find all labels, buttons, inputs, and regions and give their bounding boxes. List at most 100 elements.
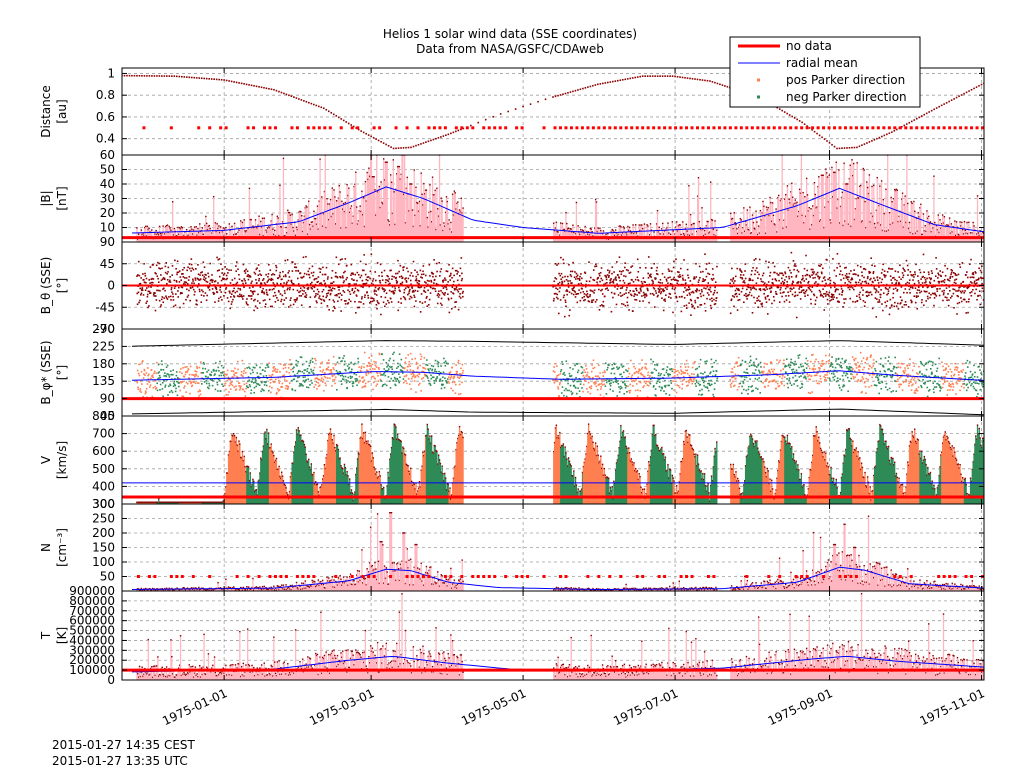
- data-point: [192, 278, 194, 281]
- data-point: [362, 303, 365, 305]
- data-point: [235, 265, 237, 267]
- data-point: [700, 304, 703, 306]
- data-point: [422, 142, 425, 144]
- data-point: [414, 289, 417, 292]
- data-point: [846, 183, 849, 185]
- data-point: [315, 104, 318, 107]
- data-point: [946, 224, 948, 226]
- data-point: [292, 288, 295, 291]
- data-point: [289, 286, 291, 289]
- data-point: [294, 299, 297, 301]
- data-point: [379, 280, 381, 282]
- data-point: [666, 288, 668, 290]
- data-point: [867, 282, 870, 285]
- data-point: [336, 276, 339, 279]
- data-point: [369, 302, 371, 304]
- data-point: [694, 301, 697, 304]
- data-point: [424, 291, 427, 293]
- data-point: [848, 177, 851, 180]
- data-point: [931, 292, 934, 295]
- data-point: [641, 227, 644, 230]
- data-point: [238, 273, 240, 276]
- data-point: [898, 276, 901, 278]
- data-point: [778, 279, 780, 282]
- data-point: [671, 221, 674, 223]
- data-point: [284, 274, 287, 276]
- data-point: [163, 278, 166, 281]
- data-point: [432, 194, 435, 196]
- data-point: [189, 365, 192, 368]
- data-point: [955, 234, 957, 237]
- data-point: [288, 270, 290, 272]
- data-point: [621, 303, 623, 305]
- data-point: [874, 291, 877, 294]
- data-point: [707, 272, 709, 275]
- data-point: [347, 302, 350, 304]
- no-data-mark: [970, 126, 974, 130]
- data-point: [145, 372, 148, 374]
- data-point: [164, 386, 166, 388]
- data-point: [586, 290, 588, 293]
- data-point: [577, 89, 579, 91]
- data-point: [347, 194, 349, 197]
- data-point: [781, 272, 784, 275]
- data-point: [180, 368, 182, 370]
- data-point: [568, 291, 571, 293]
- data-point: [885, 287, 887, 290]
- data-point: [360, 297, 363, 300]
- data-point: [897, 271, 899, 273]
- data-point: [572, 261, 574, 264]
- data-point: [277, 277, 280, 279]
- data-point: [461, 292, 464, 294]
- data-point: [790, 272, 792, 274]
- data-point: [826, 259, 828, 261]
- data-point: [313, 210, 315, 212]
- data-point: [865, 280, 867, 283]
- data-point: [815, 296, 818, 299]
- data-point: [266, 281, 269, 283]
- data-point: [876, 176, 878, 179]
- data-point: [601, 279, 604, 282]
- data-point: [972, 272, 974, 274]
- data-point: [665, 278, 668, 281]
- data-point: [459, 211, 462, 213]
- data-point: [655, 277, 657, 280]
- data-point: [412, 260, 415, 263]
- data-point: [389, 224, 391, 226]
- data-point: [596, 278, 599, 280]
- data-point: [936, 288, 939, 290]
- data-point: [795, 265, 797, 267]
- data-point: [310, 287, 313, 289]
- data-point: [619, 225, 621, 227]
- data-point: [804, 292, 806, 295]
- data-point: [933, 279, 936, 282]
- data-point: [575, 201, 578, 204]
- data-point: [940, 227, 942, 230]
- data-point: [589, 294, 591, 296]
- data-point: [350, 124, 353, 126]
- data-point: [231, 301, 233, 303]
- data-point: [420, 172, 422, 174]
- data-point: [884, 286, 887, 289]
- data-point: [875, 316, 878, 318]
- data-point: [414, 279, 417, 282]
- data-point: [601, 293, 604, 295]
- data-point: [948, 100, 950, 103]
- data-point: [740, 274, 742, 276]
- data-point: [836, 253, 839, 255]
- data-point: [326, 305, 329, 307]
- data-point: [263, 217, 265, 219]
- data-point: [376, 262, 379, 264]
- data-point: [924, 279, 927, 281]
- data-point: [815, 273, 818, 276]
- no-data-mark: [542, 126, 546, 130]
- data-point: [705, 287, 707, 290]
- data-point: [167, 266, 170, 269]
- data-point: [333, 287, 336, 290]
- data-point: [660, 288, 662, 290]
- data-point: [750, 232, 752, 234]
- no-data-mark: [142, 126, 146, 130]
- data-point: [558, 272, 560, 275]
- data-point: [766, 313, 769, 315]
- data-point: [676, 76, 679, 78]
